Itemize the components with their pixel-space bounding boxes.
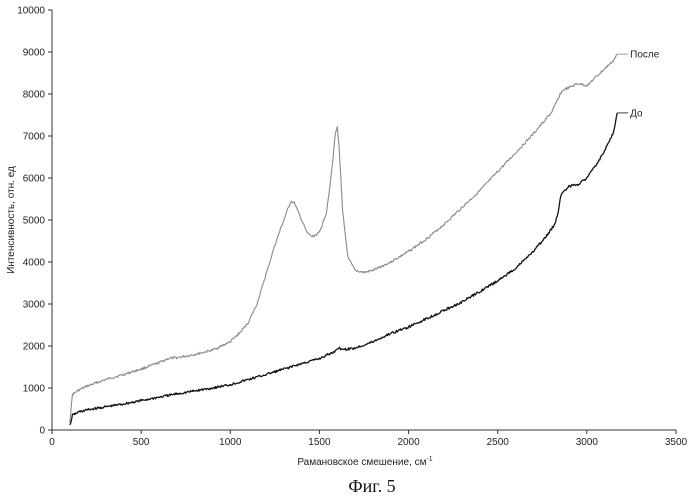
series-lines [70,54,617,425]
y-tick-label: 4000 [23,258,46,269]
x-tick-label: 3500 [665,437,688,448]
x-tick-label: 500 [133,437,150,448]
x-tick-label: 1000 [219,437,242,448]
y-axis-title: Интенсивность, отн. ед [6,166,17,274]
x-axis-title-exponent: -1 [426,456,432,463]
y-tick-label: 8000 [23,90,46,101]
y-tick-label: 5000 [23,216,46,227]
y-tick-label: 9000 [23,48,46,59]
y-tick-label: 10000 [17,6,45,17]
x-tick-label: 2000 [397,437,420,448]
series-labels: После До [617,50,660,120]
figure-caption: Фиг. 5 [348,476,395,496]
x-tick-label: 2500 [487,437,510,448]
x-tick-label: 1500 [308,437,331,448]
y-tick-label: 2000 [23,342,46,353]
series-label-1: После [630,50,660,61]
y-tick-label: 6000 [23,174,46,185]
axes: 0 500 1000 1500 2000 2500 3000 3500 0 1000 2000 300… [17,6,687,449]
x-axis-title-text: Рамановское смешение, см [297,457,426,468]
x-axis-title: Рамановское смешение, см-1 [297,456,432,468]
series-line-2 [70,113,617,425]
y-tick-label: 3000 [23,300,46,311]
x-tick-label: 3000 [576,437,599,448]
y-tick-label: 7000 [23,132,46,143]
x-tick-label: 0 [49,437,55,448]
series-label-2: До [630,108,643,119]
series-line-1 [70,54,617,422]
y-tick-label: 1000 [23,384,46,395]
y-tick-label: 0 [39,426,45,437]
